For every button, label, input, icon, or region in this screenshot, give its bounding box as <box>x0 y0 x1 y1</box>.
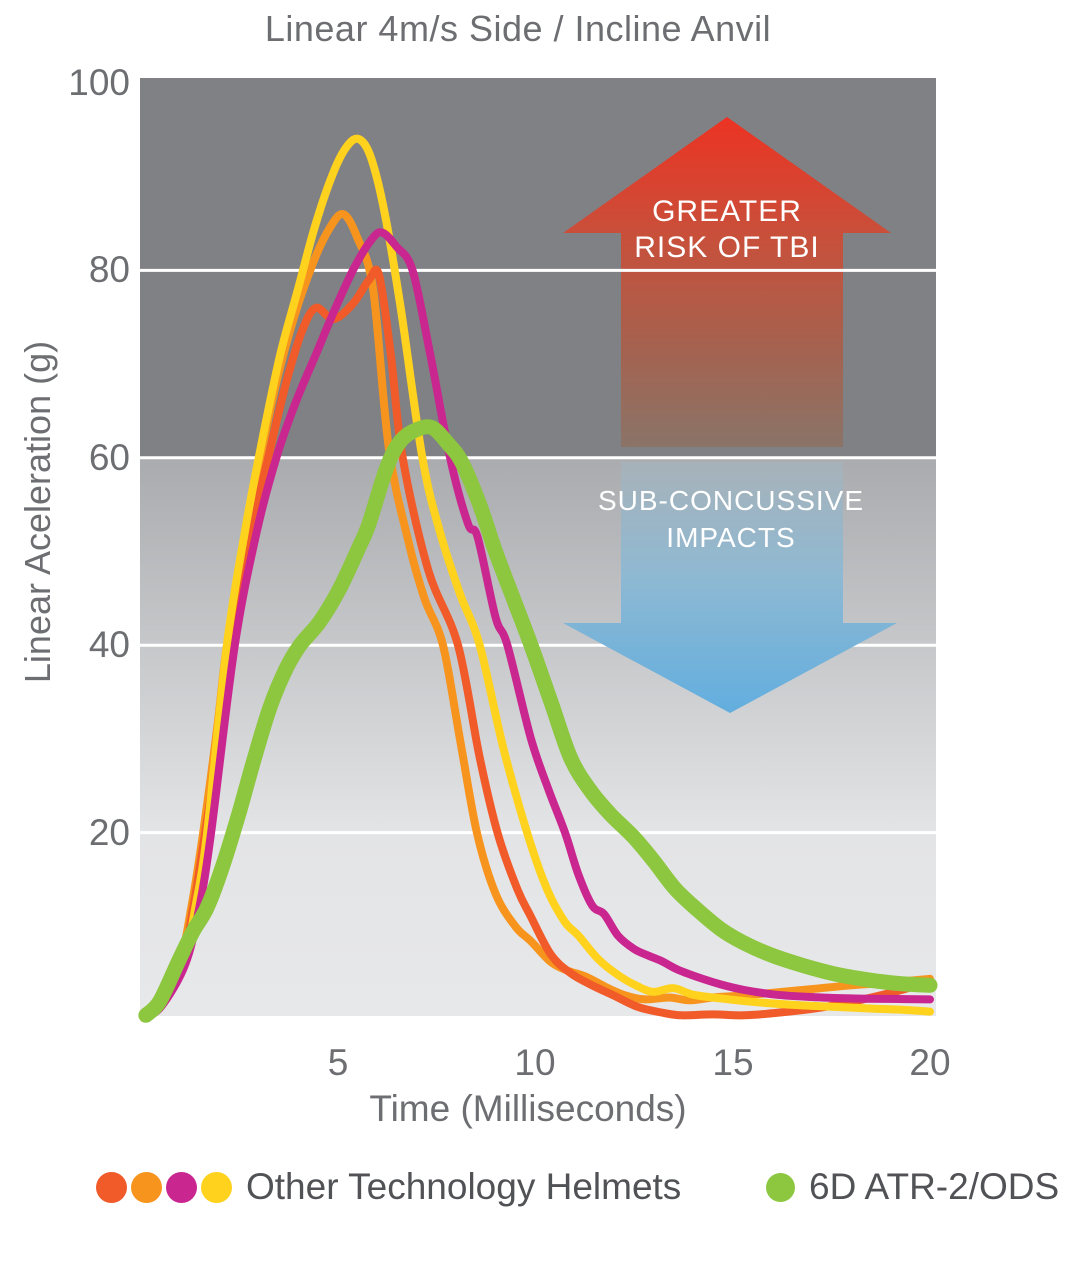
greater-risk-text-line2: RISK OF TBI <box>634 231 819 264</box>
sub-concussive-text-line1: SUB-CONCUSSIVE <box>598 485 864 516</box>
xtick-15: 15 <box>712 1042 754 1083</box>
chart-title: Linear 4m/s Side / Incline Anvil <box>264 8 772 49</box>
curve-other-technology-helmet-3-yellow- <box>141 134 934 1023</box>
sub-concussive-arrow <box>563 462 897 713</box>
legend-dot-orange <box>131 1171 162 1203</box>
y-axis-label: Linear Aceleration (g) <box>17 340 58 684</box>
ytick-40: 40 <box>88 624 130 665</box>
greater-risk-text-line1: GREATER <box>652 195 802 228</box>
ytick-20: 20 <box>88 812 130 853</box>
legend-dot-red-orange <box>96 1171 127 1203</box>
legend-dot-yellow <box>201 1171 232 1203</box>
sub-concussive-text-line2: IMPACTS <box>666 522 795 553</box>
xtick-10: 10 <box>514 1042 556 1083</box>
legend-label-6d: 6D ATR-2/ODS <box>809 1166 1060 1207</box>
x-axis-label: Time (Milliseconds) <box>369 1088 687 1129</box>
legend-dot-magenta <box>166 1171 197 1203</box>
greater-risk-arrow <box>563 117 891 447</box>
xtick-20: 20 <box>909 1042 951 1083</box>
ytick-60: 60 <box>88 437 130 478</box>
curve-other-technology-helmet-4-magenta- <box>139 228 934 1023</box>
legend-label-other: Other Technology Helmets <box>246 1166 682 1207</box>
ytick-80: 80 <box>88 249 130 290</box>
legend-6d-atr2: 6D ATR-2/ODS <box>766 1166 1059 1208</box>
ytick-100: 100 <box>68 62 130 103</box>
legend-dot-green <box>766 1172 795 1202</box>
xtick-5: 5 <box>327 1042 349 1083</box>
series-curves <box>138 134 938 1023</box>
curve-6d-atr-2-ods-green- <box>138 419 938 1023</box>
legend-other-helmets: Other Technology Helmets <box>96 1166 681 1208</box>
